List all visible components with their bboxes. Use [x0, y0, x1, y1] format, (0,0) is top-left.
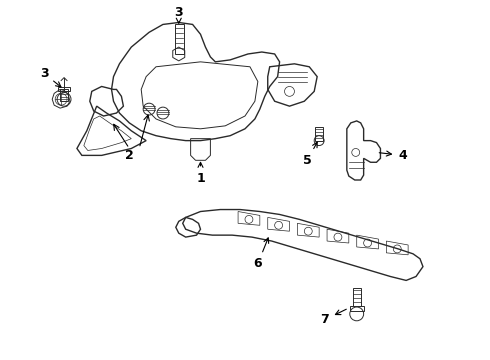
- Text: 5: 5: [303, 142, 317, 167]
- Bar: [58, 87, 70, 91]
- Bar: [175, 24, 184, 54]
- Bar: [353, 288, 361, 306]
- Text: 4: 4: [379, 149, 407, 162]
- Bar: [60, 89, 68, 101]
- Bar: [350, 306, 364, 311]
- Text: 1: 1: [196, 162, 205, 185]
- Text: 3: 3: [40, 67, 61, 87]
- Text: 3: 3: [174, 6, 183, 23]
- Text: 7: 7: [320, 309, 346, 326]
- Text: 2: 2: [125, 149, 134, 162]
- Text: 6: 6: [253, 238, 269, 270]
- Bar: [315, 127, 323, 141]
